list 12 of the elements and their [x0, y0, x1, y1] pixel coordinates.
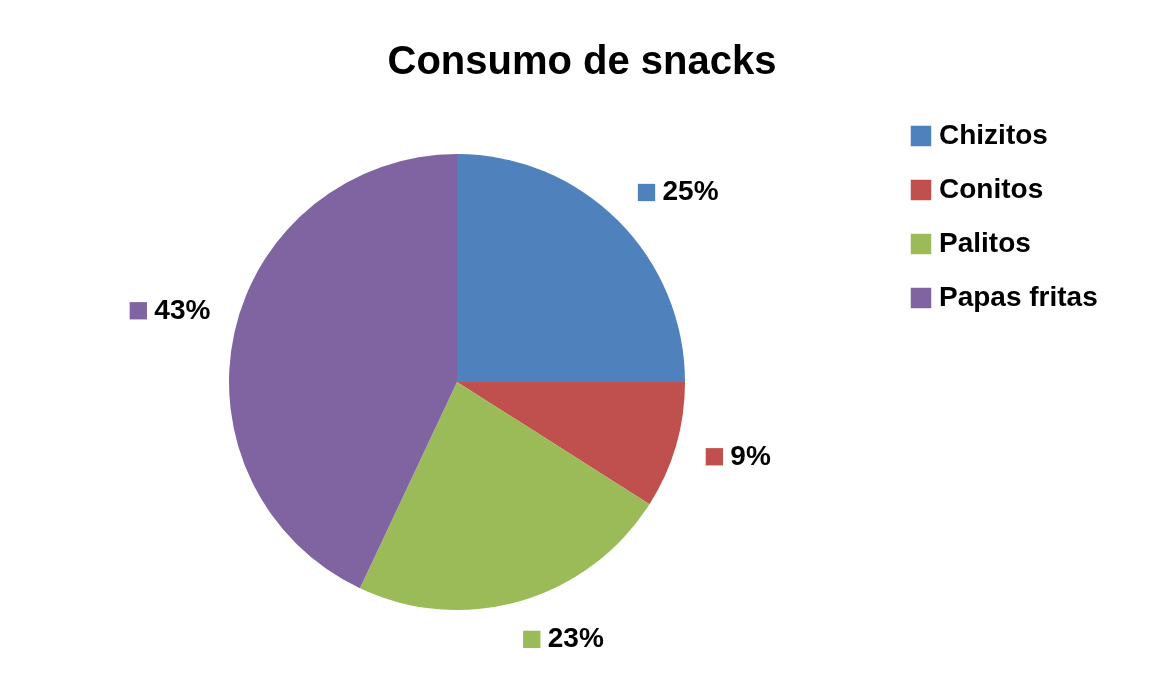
pie-slice [457, 382, 685, 505]
legend-label: Palitos [939, 227, 1031, 258]
legend-label: Chizitos [939, 119, 1048, 150]
chart-title: Consumo de snacks [387, 38, 777, 82]
data-label: 25% [662, 175, 719, 207]
legend-label: Conitos [939, 173, 1044, 204]
data-label: 43% [154, 293, 211, 325]
pie-slice [359, 382, 650, 610]
legend-label: Papas fritas [939, 281, 1098, 312]
data-label: 23% [547, 622, 604, 654]
pie-slice [229, 154, 457, 589]
data-label: 9% [730, 439, 771, 471]
